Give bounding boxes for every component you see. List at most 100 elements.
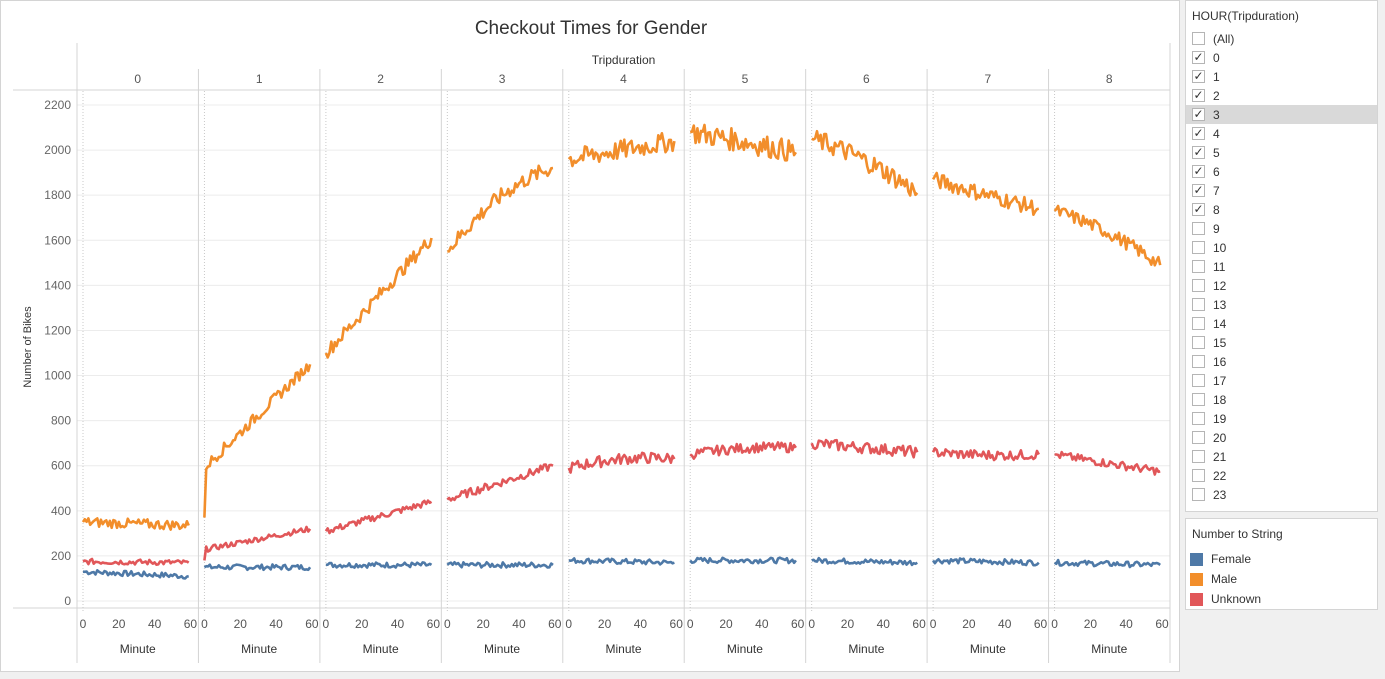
x-tick-label: 20 xyxy=(719,617,733,631)
legend-label: Male xyxy=(1211,572,1238,586)
series-line-male-panel-3 xyxy=(447,164,554,253)
checkbox[interactable] xyxy=(1192,412,1205,425)
series-line-unknown-panel-2 xyxy=(324,499,433,535)
filter-item-8[interactable]: ✓ 8 xyxy=(1186,200,1377,219)
legend-item-unknown[interactable]: Unknown xyxy=(1186,589,1377,609)
panel-header-6: 6 xyxy=(863,72,870,86)
filter-item-all[interactable]: (All) xyxy=(1186,29,1377,48)
filter-item-label: 7 xyxy=(1213,183,1220,198)
checkbox[interactable] xyxy=(1192,241,1205,254)
checkbox[interactable]: ✓ xyxy=(1192,107,1205,121)
panel-header-8: 8 xyxy=(1106,72,1113,86)
checkbox[interactable]: ✓ xyxy=(1192,126,1205,140)
legend-item-male[interactable]: Male xyxy=(1186,569,1377,589)
legend-label: Female xyxy=(1211,552,1252,566)
checkbox[interactable] xyxy=(1192,488,1205,501)
checkbox[interactable] xyxy=(1192,393,1205,406)
checkbox[interactable] xyxy=(1192,317,1205,330)
filter-item-21[interactable]: 21 xyxy=(1186,447,1377,466)
filter-item-15[interactable]: 15 xyxy=(1186,333,1377,352)
y-tick-label: 400 xyxy=(51,504,71,518)
x-tick-label: 60 xyxy=(1155,617,1169,631)
filter-item-23[interactable]: 23 xyxy=(1186,485,1377,504)
filter-item-2[interactable]: ✓ 2 xyxy=(1186,86,1377,105)
checkbox[interactable]: ✓ xyxy=(1192,50,1205,64)
series-line-male-panel-6 xyxy=(811,129,919,197)
checkbox[interactable] xyxy=(1192,431,1205,444)
checkbox[interactable] xyxy=(1192,260,1205,273)
x-tick-label: 20 xyxy=(112,617,126,631)
x-tick-label: 20 xyxy=(962,617,976,631)
filter-item-label: 1 xyxy=(1213,69,1220,84)
checkbox[interactable] xyxy=(1192,222,1205,235)
checkbox[interactable]: ✓ xyxy=(1192,202,1205,216)
x-tick-label: 60 xyxy=(305,617,319,631)
legend-swatch xyxy=(1190,572,1203,586)
x-tick-label: 0 xyxy=(80,617,87,631)
filter-item-22[interactable]: 22 xyxy=(1186,466,1377,485)
filter-item-6[interactable]: ✓ 6 xyxy=(1186,162,1377,181)
checkbox[interactable]: ✓ xyxy=(1192,183,1205,197)
x-tick-label: 0 xyxy=(565,617,572,631)
series-line-unknown-panel-1 xyxy=(203,525,312,561)
series-line-female-panel-5 xyxy=(689,556,797,565)
checkbox[interactable]: ✓ xyxy=(1192,145,1205,159)
filter-item-label: 9 xyxy=(1213,221,1220,236)
checkbox[interactable]: ✓ xyxy=(1192,69,1205,83)
y-tick-label: 0 xyxy=(64,594,71,608)
checkbox[interactable] xyxy=(1192,469,1205,482)
filter-item-17[interactable]: 17 xyxy=(1186,371,1377,390)
checkbox[interactable] xyxy=(1192,374,1205,387)
x-tick-label: 60 xyxy=(791,617,805,631)
checkbox[interactable] xyxy=(1192,32,1205,45)
x-tick-label: 0 xyxy=(201,617,208,631)
x-tick-label: 40 xyxy=(512,617,526,631)
series-line-female-panel-2 xyxy=(325,561,433,569)
filter-item-16[interactable]: 16 xyxy=(1186,352,1377,371)
series-line-unknown-panel-5 xyxy=(689,441,797,460)
y-tick-label: 1000 xyxy=(44,369,71,383)
legend-panel: Number to String Female Male Unknown xyxy=(1185,518,1378,610)
checkbox[interactable] xyxy=(1192,355,1205,368)
filter-item-5[interactable]: ✓ 5 xyxy=(1186,143,1377,162)
filter-item-20[interactable]: 20 xyxy=(1186,428,1377,447)
x-tick-label: 60 xyxy=(427,617,441,631)
x-tick-label: 20 xyxy=(234,617,248,631)
checkbox[interactable] xyxy=(1192,450,1205,463)
filter-item-12[interactable]: 12 xyxy=(1186,276,1377,295)
filter-item-label: 10 xyxy=(1213,240,1227,255)
filter-item-0[interactable]: ✓ 0 xyxy=(1186,48,1377,67)
series-line-male-panel-8 xyxy=(1053,204,1162,267)
filter-item-13[interactable]: 13 xyxy=(1186,295,1377,314)
checkbox[interactable] xyxy=(1192,336,1205,349)
checkbox[interactable]: ✓ xyxy=(1192,164,1205,178)
filter-item-14[interactable]: 14 xyxy=(1186,314,1377,333)
x-tick-label: 40 xyxy=(1120,617,1134,631)
filter-item-18[interactable]: 18 xyxy=(1186,390,1377,409)
legend-item-female[interactable]: Female xyxy=(1186,549,1377,569)
series-line-male-panel-2 xyxy=(324,237,433,359)
filter-item-19[interactable]: 19 xyxy=(1186,409,1377,428)
x-tick-label: 0 xyxy=(444,617,451,631)
filter-item-label: 5 xyxy=(1213,145,1220,160)
x-axis-label: Minute xyxy=(1091,642,1127,656)
filter-item-7[interactable]: ✓ 7 xyxy=(1186,181,1377,200)
chart-svg: Checkout Times for GenderTripduration020… xyxy=(13,18,1171,663)
filter-item-9[interactable]: 9 xyxy=(1186,219,1377,238)
checkbox[interactable] xyxy=(1192,298,1205,311)
filter-item-11[interactable]: 11 xyxy=(1186,257,1377,276)
filter-item-3[interactable]: ✓ 3 xyxy=(1186,105,1377,124)
filter-item-1[interactable]: ✓ 1 xyxy=(1186,67,1377,86)
series-line-female-panel-4 xyxy=(568,557,675,566)
legend-label: Unknown xyxy=(1211,592,1262,606)
filter-title: HOUR(Tripduration) xyxy=(1192,9,1299,23)
checkbox[interactable]: ✓ xyxy=(1192,88,1205,102)
x-tick-label: 20 xyxy=(355,617,369,631)
filter-item-label: 12 xyxy=(1213,278,1227,293)
x-axis-label: Minute xyxy=(727,642,763,656)
x-tick-label: 0 xyxy=(323,617,330,631)
filter-item-label: 4 xyxy=(1213,126,1220,141)
filter-item-10[interactable]: 10 xyxy=(1186,238,1377,257)
checkbox[interactable] xyxy=(1192,279,1205,292)
filter-item-4[interactable]: ✓ 4 xyxy=(1186,124,1377,143)
